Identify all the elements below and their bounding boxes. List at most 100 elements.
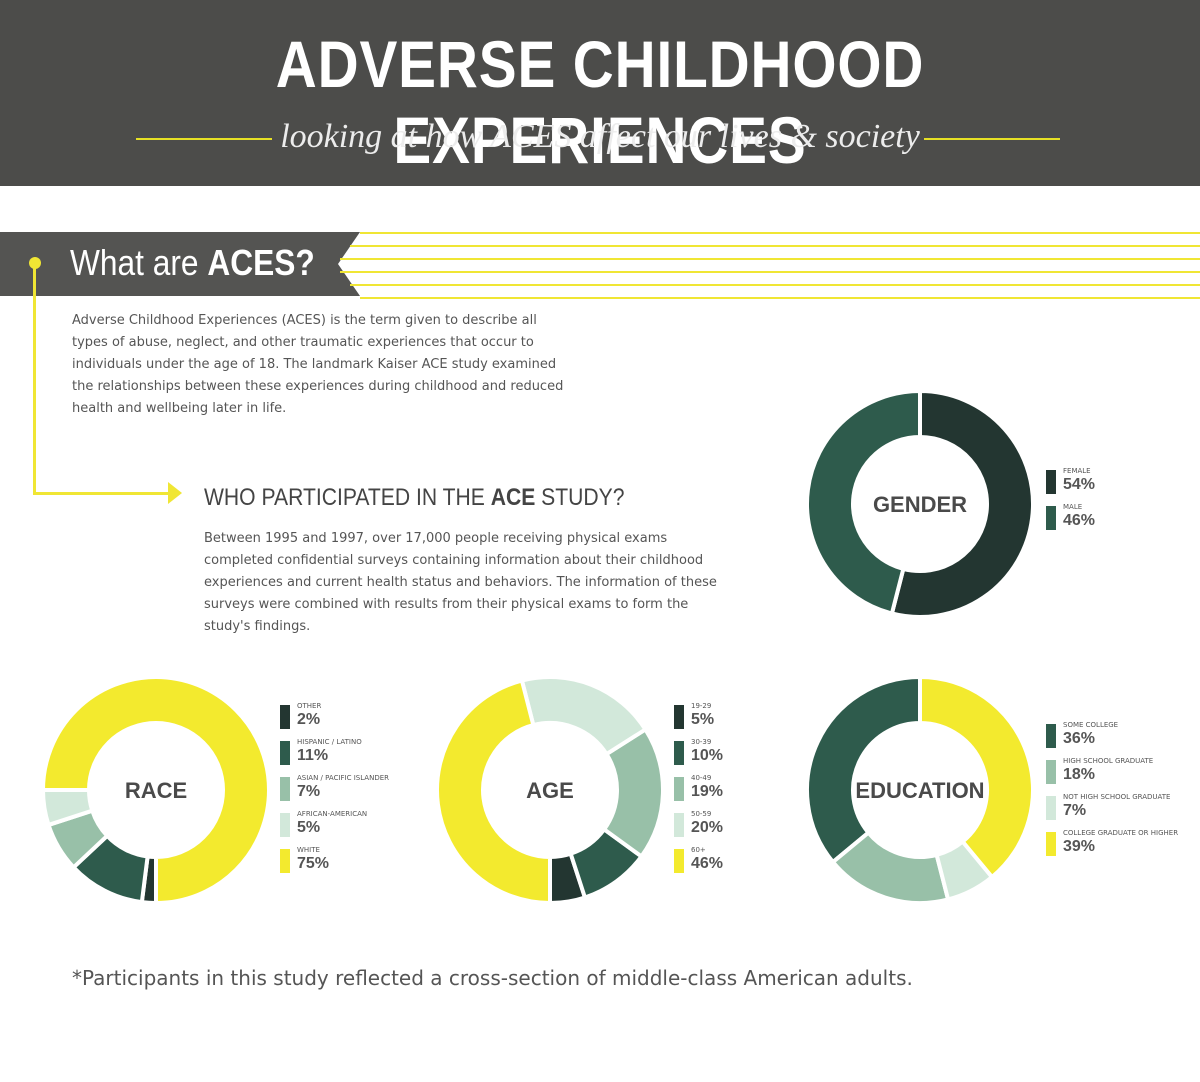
data-label: 7% bbox=[297, 783, 321, 800]
slice-white bbox=[42, 676, 270, 904]
legend-label: OTHER bbox=[297, 702, 322, 710]
legend-label: 50-59 bbox=[691, 810, 712, 818]
legend-label: ASIAN / PACIFIC ISLANDER bbox=[297, 774, 389, 782]
legend-label: HISPANIC / LATINO bbox=[297, 738, 362, 746]
legend-item: HIGH SCHOOL GRADUATE 18% bbox=[1046, 756, 1178, 792]
participants-title-prefix: WHO PARTICIPATED IN THE bbox=[204, 484, 491, 511]
subtitle-rule-right bbox=[924, 138, 1060, 140]
gender-legend: FEMALE 54% MALE 46% bbox=[1046, 466, 1095, 538]
legend-label: COLLEGE GRADUATE OR HIGHER bbox=[1063, 829, 1179, 837]
legend-swatch bbox=[280, 741, 290, 765]
legend-swatch bbox=[1046, 724, 1056, 748]
legend-swatch bbox=[674, 849, 684, 873]
slice-college-graduate-or-higher bbox=[918, 676, 1034, 879]
participants-title: WHO PARTICIPATED IN THE ACE STUDY? bbox=[204, 484, 625, 512]
legend-label: 30-39 bbox=[691, 738, 712, 746]
participants-title-suffix: STUDY? bbox=[535, 484, 625, 511]
data-label: 46% bbox=[1063, 512, 1096, 529]
header-banner: ADVERSE CHILDHOOD EXPERIENCES looking at… bbox=[0, 0, 1200, 186]
data-label: 11% bbox=[297, 747, 329, 764]
legend-swatch bbox=[1046, 796, 1056, 820]
subtitle-rule-left bbox=[136, 138, 272, 140]
legend-swatch bbox=[280, 777, 290, 801]
legend-swatch bbox=[280, 849, 290, 873]
age-legend: 19-29 5% 30-39 10% 40-49 19% 50-59 20% 60+ 46% bbox=[674, 701, 723, 881]
data-label: 10% bbox=[691, 747, 724, 764]
legend-label: AFRICAN-AMERICAN bbox=[297, 810, 368, 818]
legend-swatch bbox=[674, 741, 684, 765]
legend-swatch bbox=[1046, 470, 1056, 494]
data-label: 36% bbox=[1063, 730, 1096, 747]
legend-item: HISPANIC / LATINO 11% bbox=[280, 737, 389, 773]
legend-label: 19-29 bbox=[691, 702, 712, 710]
chart-title: RACE bbox=[125, 778, 187, 803]
chart-title: GENDER bbox=[873, 492, 967, 517]
stripe bbox=[350, 284, 1200, 286]
legend-item: AFRICAN-AMERICAN 5% bbox=[280, 809, 389, 845]
legend-swatch bbox=[674, 813, 684, 837]
legend-label: 40-49 bbox=[691, 774, 712, 782]
participants-title-emphasis: ACE bbox=[490, 484, 536, 511]
chart-title: AGE bbox=[526, 778, 574, 803]
section-body: Adverse Childhood Experiences (ACES) is … bbox=[72, 313, 564, 416]
legend-label: HIGH SCHOOL GRADUATE bbox=[1063, 757, 1154, 765]
connector-dot bbox=[29, 257, 41, 269]
slice-50-59 bbox=[519, 676, 648, 756]
data-label: 18% bbox=[1063, 766, 1096, 783]
legend-item: 40-49 19% bbox=[674, 773, 723, 809]
connector-line-vertical bbox=[33, 268, 36, 494]
race-donut-chart: RACE bbox=[42, 676, 270, 904]
legend-label: SOME COLLEGE bbox=[1063, 721, 1119, 729]
stripe bbox=[340, 258, 1200, 260]
connector-line-horizontal bbox=[33, 492, 171, 495]
data-label: 5% bbox=[691, 711, 715, 728]
education-legend: SOME COLLEGE 36% HIGH SCHOOL GRADUATE 18% NO… bbox=[1046, 720, 1178, 864]
legend-swatch bbox=[1046, 506, 1056, 530]
legend-item: MALE 46% bbox=[1046, 502, 1095, 538]
legend-label: WHITE bbox=[297, 846, 320, 854]
legend-label: 60+ bbox=[691, 846, 706, 854]
legend-item: SOME COLLEGE 36% bbox=[1046, 720, 1178, 756]
stripe bbox=[360, 232, 1200, 234]
data-label: 46% bbox=[691, 855, 724, 872]
slice-female bbox=[889, 390, 1034, 618]
footnote: *Participants in this study reflected a … bbox=[72, 966, 913, 990]
page-subtitle: looking at how ACES affect our lives & s… bbox=[280, 118, 920, 155]
data-label: 5% bbox=[297, 819, 321, 836]
education-donut-chart: EDUCATION bbox=[806, 676, 1034, 904]
gender-donut-chart: GENDER bbox=[806, 390, 1034, 618]
section-banner bbox=[0, 232, 360, 296]
legend-item: WHITE 75% bbox=[280, 845, 389, 881]
slice-60 bbox=[436, 678, 552, 904]
data-label: 2% bbox=[297, 711, 321, 728]
stripe bbox=[340, 271, 1200, 273]
legend-item: 50-59 20% bbox=[674, 809, 723, 845]
legend-swatch bbox=[280, 813, 290, 837]
legend-item: ASIAN / PACIFIC ISLANDER 7% bbox=[280, 773, 389, 809]
slice-male bbox=[806, 390, 922, 616]
legend-swatch bbox=[674, 777, 684, 801]
legend-label: MALE bbox=[1063, 503, 1083, 511]
data-label: 54% bbox=[1063, 476, 1096, 493]
legend-item: 60+ 46% bbox=[674, 845, 723, 881]
data-label: 20% bbox=[691, 819, 724, 836]
legend-item: 19-29 5% bbox=[674, 701, 723, 737]
legend-item: 30-39 10% bbox=[674, 737, 723, 773]
arrow-right-icon bbox=[168, 482, 182, 504]
age-donut-chart: AGE bbox=[436, 676, 664, 904]
data-label: 75% bbox=[297, 855, 330, 872]
page-title: ADVERSE CHILDHOOD EXPERIENCES bbox=[275, 27, 925, 177]
slice-some-college bbox=[806, 676, 922, 864]
participants-body: Between 1995 and 1997, over 17,000 peopl… bbox=[204, 531, 717, 634]
section-title: What are ACES? bbox=[70, 242, 315, 284]
legend-item: NOT HIGH SCHOOL GRADUATE 7% bbox=[1046, 792, 1178, 828]
data-label: 39% bbox=[1063, 838, 1096, 855]
legend-swatch bbox=[674, 705, 684, 729]
legend-swatch bbox=[1046, 832, 1056, 856]
section-title-prefix: What are bbox=[70, 242, 208, 283]
legend-item: FEMALE 54% bbox=[1046, 466, 1095, 502]
data-label: 19% bbox=[691, 783, 724, 800]
legend-swatch bbox=[280, 705, 290, 729]
legend-item: OTHER 2% bbox=[280, 701, 389, 737]
section-title-emphasis: ACES? bbox=[207, 242, 315, 283]
